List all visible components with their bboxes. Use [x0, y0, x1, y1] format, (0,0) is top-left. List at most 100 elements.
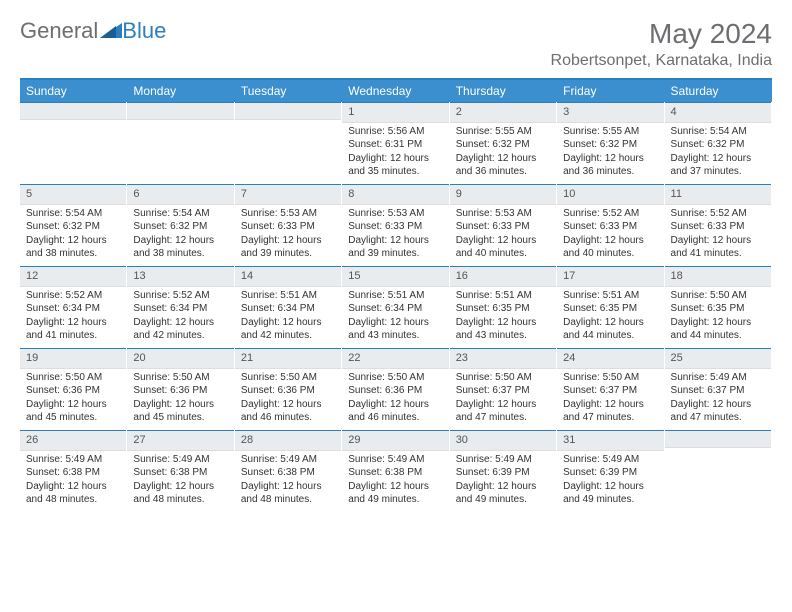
calendar-cell: 26Sunrise: 5:49 AMSunset: 6:38 PMDayligh… [20, 430, 127, 512]
calendar-cell: 18Sunrise: 5:50 AMSunset: 6:35 PMDayligh… [665, 266, 772, 348]
day-number: 6 [127, 184, 233, 205]
cell-line: Sunrise: 5:52 AM [133, 289, 227, 303]
cell-body: Sunrise: 5:49 AMSunset: 6:38 PMDaylight:… [235, 451, 341, 511]
cell-body: Sunrise: 5:49 AMSunset: 6:38 PMDaylight:… [127, 451, 233, 511]
calendar-week: 19Sunrise: 5:50 AMSunset: 6:36 PMDayligh… [20, 348, 772, 430]
calendar-cell: 20Sunrise: 5:50 AMSunset: 6:36 PMDayligh… [127, 348, 234, 430]
cell-line: Sunset: 6:35 PM [456, 302, 550, 316]
cell-line: Sunrise: 5:49 AM [26, 453, 120, 467]
calendar-cell: 1Sunrise: 5:56 AMSunset: 6:31 PMDaylight… [342, 102, 449, 184]
cell-line: Sunset: 6:32 PM [563, 138, 657, 152]
cell-body: Sunrise: 5:52 AMSunset: 6:33 PMDaylight:… [665, 205, 771, 265]
day-number: 22 [342, 348, 448, 369]
cell-line: Sunrise: 5:49 AM [348, 453, 442, 467]
cell-line: Sunrise: 5:49 AM [671, 371, 765, 385]
day-header: Thursday [450, 80, 557, 102]
day-number: 20 [127, 348, 233, 369]
logo-triangle-icon [100, 18, 122, 44]
cell-body: Sunrise: 5:50 AMSunset: 6:36 PMDaylight:… [20, 369, 126, 429]
day-header: Friday [557, 80, 664, 102]
day-number: 3 [557, 102, 663, 123]
day-number: 23 [450, 348, 556, 369]
cell-line: Daylight: 12 hours and 47 minutes. [671, 398, 765, 425]
cell-line: Sunrise: 5:52 AM [671, 207, 765, 221]
day-number: 28 [235, 430, 341, 451]
cell-line: Sunset: 6:39 PM [456, 466, 550, 480]
month-title: May 2024 [551, 18, 772, 50]
location-text: Robertsonpet, Karnataka, India [551, 52, 772, 70]
cell-body: Sunrise: 5:51 AMSunset: 6:34 PMDaylight:… [342, 287, 448, 347]
calendar-cell: 30Sunrise: 5:49 AMSunset: 6:39 PMDayligh… [450, 430, 557, 512]
cell-line: Sunset: 6:33 PM [456, 220, 550, 234]
cell-body: Sunrise: 5:50 AMSunset: 6:36 PMDaylight:… [342, 369, 448, 429]
page-header: General Blue May 2024 Robertsonpet, Karn… [20, 18, 772, 70]
calendar-week: 12Sunrise: 5:52 AMSunset: 6:34 PMDayligh… [20, 266, 772, 348]
cell-line: Daylight: 12 hours and 44 minutes. [671, 316, 765, 343]
cell-line: Sunrise: 5:49 AM [241, 453, 335, 467]
cell-line: Sunrise: 5:53 AM [456, 207, 550, 221]
cell-line: Sunset: 6:34 PM [348, 302, 442, 316]
cell-line: Daylight: 12 hours and 42 minutes. [241, 316, 335, 343]
cell-line: Sunrise: 5:52 AM [26, 289, 120, 303]
cell-line: Sunset: 6:34 PM [133, 302, 227, 316]
cell-line: Sunset: 6:37 PM [456, 384, 550, 398]
day-number: 15 [342, 266, 448, 287]
cell-line: Sunset: 6:36 PM [348, 384, 442, 398]
day-number [235, 102, 341, 120]
cell-line: Sunrise: 5:51 AM [241, 289, 335, 303]
cell-line: Sunset: 6:32 PM [133, 220, 227, 234]
cell-line: Daylight: 12 hours and 43 minutes. [456, 316, 550, 343]
cell-line: Sunrise: 5:51 AM [563, 289, 657, 303]
calendar-cell: 5Sunrise: 5:54 AMSunset: 6:32 PMDaylight… [20, 184, 127, 266]
cell-line: Daylight: 12 hours and 37 minutes. [671, 152, 765, 179]
day-number [20, 102, 126, 120]
calendar-cell: 4Sunrise: 5:54 AMSunset: 6:32 PMDaylight… [665, 102, 772, 184]
cell-body: Sunrise: 5:53 AMSunset: 6:33 PMDaylight:… [342, 205, 448, 265]
calendar-cell: 15Sunrise: 5:51 AMSunset: 6:34 PMDayligh… [342, 266, 449, 348]
cell-line: Daylight: 12 hours and 48 minutes. [26, 480, 120, 507]
cell-line: Sunrise: 5:52 AM [563, 207, 657, 221]
cell-line: Daylight: 12 hours and 46 minutes. [241, 398, 335, 425]
cell-body: Sunrise: 5:52 AMSunset: 6:33 PMDaylight:… [557, 205, 663, 265]
cell-body: Sunrise: 5:54 AMSunset: 6:32 PMDaylight:… [127, 205, 233, 265]
cell-line: Sunset: 6:32 PM [26, 220, 120, 234]
cell-body: Sunrise: 5:49 AMSunset: 6:39 PMDaylight:… [450, 451, 556, 511]
day-number: 12 [20, 266, 126, 287]
day-number [127, 102, 233, 120]
cell-line: Sunset: 6:35 PM [671, 302, 765, 316]
cell-body: Sunrise: 5:54 AMSunset: 6:32 PMDaylight:… [665, 123, 771, 183]
cell-line: Daylight: 12 hours and 46 minutes. [348, 398, 442, 425]
calendar-cell: 25Sunrise: 5:49 AMSunset: 6:37 PMDayligh… [665, 348, 772, 430]
cell-line: Sunrise: 5:54 AM [26, 207, 120, 221]
cell-line: Sunrise: 5:49 AM [563, 453, 657, 467]
cell-body: Sunrise: 5:50 AMSunset: 6:36 PMDaylight:… [127, 369, 233, 429]
calendar-cell [127, 102, 234, 184]
calendar-cell: 24Sunrise: 5:50 AMSunset: 6:37 PMDayligh… [557, 348, 664, 430]
day-number: 10 [557, 184, 663, 205]
cell-line: Daylight: 12 hours and 49 minutes. [348, 480, 442, 507]
cell-line: Sunrise: 5:54 AM [133, 207, 227, 221]
cell-line: Sunset: 6:33 PM [563, 220, 657, 234]
cell-line: Daylight: 12 hours and 35 minutes. [348, 152, 442, 179]
cell-line: Sunset: 6:36 PM [133, 384, 227, 398]
day-header: Sunday [20, 80, 127, 102]
calendar-cell: 16Sunrise: 5:51 AMSunset: 6:35 PMDayligh… [450, 266, 557, 348]
cell-line: Sunset: 6:33 PM [671, 220, 765, 234]
calendar-weeks: 1Sunrise: 5:56 AMSunset: 6:31 PMDaylight… [20, 102, 772, 512]
calendar-cell: 10Sunrise: 5:52 AMSunset: 6:33 PMDayligh… [557, 184, 664, 266]
calendar-cell: 19Sunrise: 5:50 AMSunset: 6:36 PMDayligh… [20, 348, 127, 430]
cell-line: Sunset: 6:39 PM [563, 466, 657, 480]
cell-line: Sunrise: 5:49 AM [456, 453, 550, 467]
day-number: 4 [665, 102, 771, 123]
cell-body: Sunrise: 5:49 AMSunset: 6:38 PMDaylight:… [342, 451, 448, 511]
cell-body: Sunrise: 5:50 AMSunset: 6:37 PMDaylight:… [450, 369, 556, 429]
day-number: 26 [20, 430, 126, 451]
calendar-week: 5Sunrise: 5:54 AMSunset: 6:32 PMDaylight… [20, 184, 772, 266]
cell-line: Sunset: 6:38 PM [348, 466, 442, 480]
calendar-cell: 12Sunrise: 5:52 AMSunset: 6:34 PMDayligh… [20, 266, 127, 348]
calendar-cell [235, 102, 342, 184]
calendar-cell [665, 430, 772, 512]
day-number: 11 [665, 184, 771, 205]
day-number: 1 [342, 102, 448, 123]
cell-line: Sunrise: 5:50 AM [456, 371, 550, 385]
